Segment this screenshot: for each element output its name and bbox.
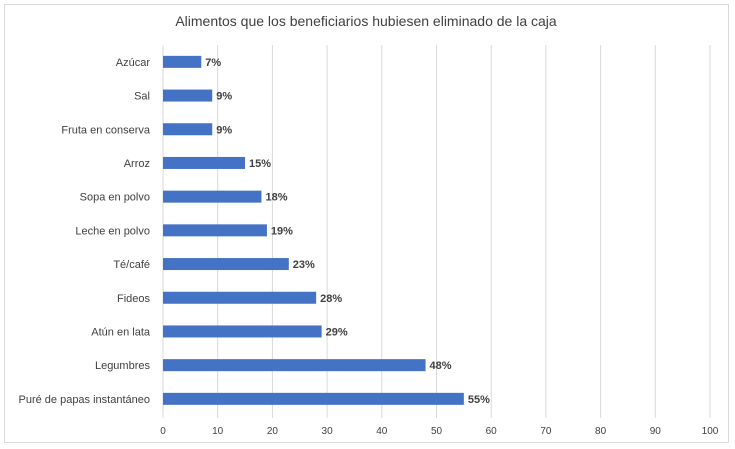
data-label: 15%: [249, 158, 271, 170]
category-label: Sal: [134, 91, 150, 103]
data-label: 23%: [293, 259, 315, 271]
x-tick-label: 30: [322, 426, 334, 437]
bar: [163, 359, 426, 372]
category-labels: Azúcar Sal Fruta en conserva Arroz Sopa en p…: [19, 57, 151, 406]
data-label: 19%: [271, 225, 293, 237]
data-label: 7%: [205, 57, 221, 69]
bar: [163, 258, 289, 271]
data-label: 55%: [468, 394, 490, 406]
x-tick-label: 100: [702, 426, 719, 437]
category-label: Leche en polvo: [75, 225, 150, 237]
bar: [163, 156, 246, 169]
category-label: Legumbres: [95, 360, 151, 372]
bar: [163, 190, 262, 203]
bar: [163, 325, 322, 338]
category-label: Té/café: [113, 259, 150, 271]
bar: [163, 392, 464, 405]
data-label: 18%: [265, 192, 287, 204]
x-tick-label: 90: [650, 426, 662, 437]
x-tick-label: 10: [212, 426, 224, 437]
gridlines: [162, 45, 711, 418]
category-label: Puré de papas instantáneo: [19, 394, 151, 406]
category-label: Azúcar: [116, 57, 151, 69]
bar: [163, 123, 213, 136]
data-label: 48%: [430, 360, 452, 372]
data-label: 9%: [216, 124, 232, 136]
data-label: 9%: [216, 91, 232, 103]
bar: [163, 291, 317, 304]
bar: [163, 89, 213, 102]
category-label: Fideos: [117, 293, 151, 305]
chart-title: Alimentos que los beneficiarios hubiesen…: [175, 13, 557, 29]
x-tick-label: 50: [431, 426, 443, 437]
bar: [163, 55, 202, 68]
x-axis-ticks: 0 10 20 30 40 50 60 70 80 90 100: [160, 426, 719, 437]
category-label: Fruta en conserva: [61, 124, 151, 136]
category-label: Sopa en polvo: [80, 192, 150, 204]
category-label: Arroz: [124, 158, 150, 170]
data-label: 29%: [326, 326, 348, 338]
x-tick-label: 70: [540, 426, 552, 437]
bars: 7% 9% 9% 15% 18% 19% 23% 28% 29% 48% 55%: [163, 55, 490, 406]
x-tick-label: 40: [376, 426, 388, 437]
x-tick-label: 60: [486, 426, 498, 437]
data-label: 28%: [320, 293, 342, 305]
x-tick-label: 80: [595, 426, 607, 437]
category-label: Atún en lata: [91, 326, 151, 338]
x-tick-label: 0: [160, 426, 166, 437]
bar: [163, 224, 267, 237]
x-tick-label: 20: [267, 426, 279, 437]
